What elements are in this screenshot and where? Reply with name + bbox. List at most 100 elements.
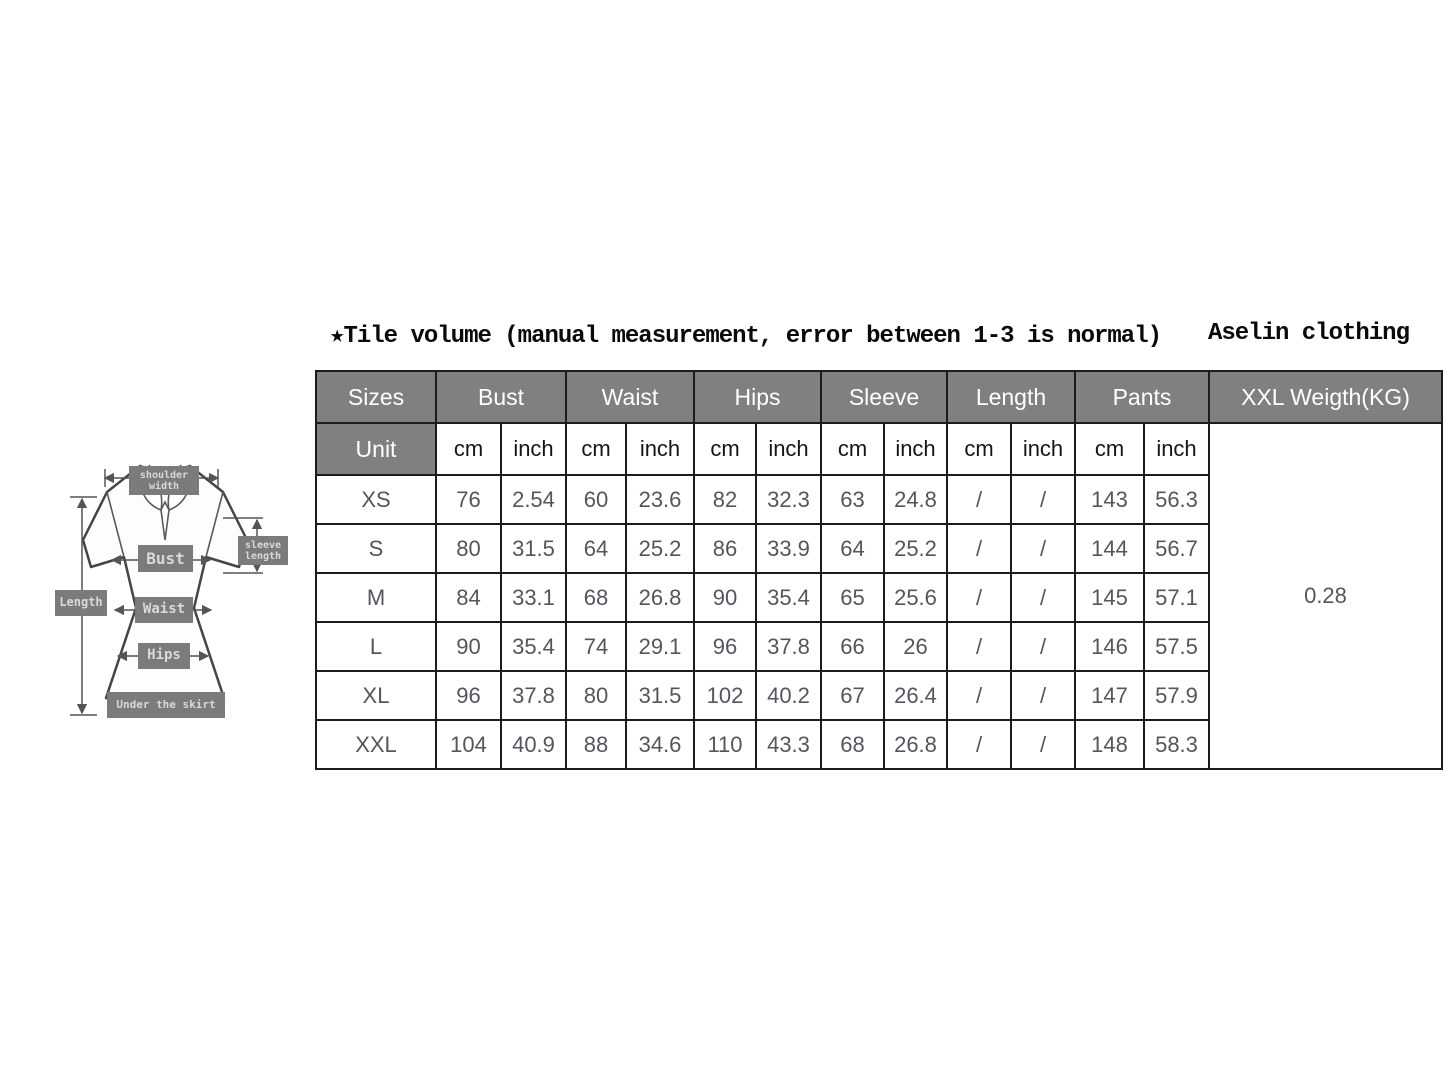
unit-cell: inch	[625, 422, 695, 476]
table-cell: 143	[1074, 474, 1145, 525]
table-cell: /	[1010, 572, 1076, 623]
table-cell: 147	[1074, 670, 1145, 721]
table-cell: 60	[565, 474, 627, 525]
unit-cell: inch	[500, 422, 567, 476]
table-cell: 80	[435, 523, 502, 574]
table-row-xl: XL 96 37.8 80 31.5 102 40.2 67 26.4 / / …	[315, 670, 1442, 721]
column-header-hips: Hips	[693, 370, 822, 424]
table-cell: 37.8	[755, 621, 822, 672]
table-cell: 64	[565, 523, 627, 574]
table-cell: 26.4	[883, 670, 948, 721]
column-header-waist: Waist	[565, 370, 695, 424]
unit-cell: inch	[1010, 422, 1076, 476]
table-cell: /	[1010, 523, 1076, 574]
table-cell: 74	[565, 621, 627, 672]
table-cell: 146	[1074, 621, 1145, 672]
table-row-m: M 84 33.1 68 26.8 90 35.4 65 25.6 / / 14…	[315, 572, 1442, 623]
xxl-weight-value: 0.28	[1208, 422, 1443, 770]
table-cell: /	[946, 572, 1012, 623]
size-label: S	[315, 523, 437, 574]
column-header-sizes: Sizes	[315, 370, 437, 424]
table-row-xxl: XXL 104 40.9 88 34.6 110 43.3 68 26.8 / …	[315, 719, 1442, 770]
under-the-skirt-label: Under the skirt	[107, 692, 225, 718]
table-cell: 68	[820, 719, 885, 770]
table-cell: 96	[693, 621, 757, 672]
unit-cell: inch	[755, 422, 822, 476]
table-cell: 40.9	[500, 719, 567, 770]
table-row-xs: XS 76 2.54 60 23.6 82 32.3 63 24.8 / / 1…	[315, 474, 1442, 525]
unit-cell: inch	[883, 422, 948, 476]
unit-cell: cm	[693, 422, 757, 476]
unit-cell: cm	[1074, 422, 1145, 476]
table-cell: 66	[820, 621, 885, 672]
table-cell: 57.1	[1143, 572, 1210, 623]
table-cell: /	[946, 621, 1012, 672]
column-header-pants: Pants	[1074, 370, 1210, 424]
column-header-bust: Bust	[435, 370, 567, 424]
table-cell: 23.6	[625, 474, 695, 525]
table-cell: 80	[565, 670, 627, 721]
table-cell: 144	[1074, 523, 1145, 574]
table-cell: 24.8	[883, 474, 948, 525]
table-cell: 86	[693, 523, 757, 574]
table-cell: 33.9	[755, 523, 822, 574]
bust-label: Bust	[138, 545, 193, 572]
table-cell: 35.4	[755, 572, 822, 623]
table-cell: 67	[820, 670, 885, 721]
table-cell: 37.8	[500, 670, 567, 721]
table-cell: 56.3	[1143, 474, 1210, 525]
table-cell: /	[946, 474, 1012, 525]
table-cell: 110	[693, 719, 757, 770]
size-chart-table: Sizes Bust Waist Hips Sleeve Length Pant…	[315, 370, 1443, 770]
table-cell: 84	[435, 572, 502, 623]
table-cell: 88	[565, 719, 627, 770]
table-cell: 104	[435, 719, 502, 770]
table-cell: 34.6	[625, 719, 695, 770]
column-header-length: Length	[946, 370, 1076, 424]
table-cell: /	[1010, 719, 1076, 770]
table-header-row: Sizes Bust Waist Hips Sleeve Length Pant…	[315, 370, 1443, 424]
unit-row: Unit cm inch cm inch cm inch cm inch cm …	[315, 422, 1443, 770]
table-row-s: S 80 31.5 64 25.2 86 33.9 64 25.2 / / 14…	[315, 523, 1442, 574]
table-cell: 64	[820, 523, 885, 574]
length-label: Length	[55, 590, 107, 616]
table-cell: 25.6	[883, 572, 948, 623]
table-cell: 90	[435, 621, 502, 672]
size-label: XXL	[315, 719, 437, 770]
brand-name: Aselin clothing	[1207, 320, 1410, 347]
sleeve-length-label: sleeve length	[238, 536, 288, 565]
table-cell: 35.4	[500, 621, 567, 672]
table-cell: /	[1010, 670, 1076, 721]
table-cell: 102	[693, 670, 757, 721]
table-cell: 65	[820, 572, 885, 623]
table-cell: 25.2	[883, 523, 948, 574]
table-cell: /	[1010, 474, 1076, 525]
shoulder-width-label: shoulder width	[129, 466, 199, 495]
measurement-diagram: shoulder width sleeve length Bust Waist …	[45, 450, 295, 745]
table-cell: 26.8	[883, 719, 948, 770]
table-cell: 82	[693, 474, 757, 525]
table-cell: 29.1	[625, 621, 695, 672]
table-cell: /	[1010, 621, 1076, 672]
table-cell: 90	[693, 572, 757, 623]
table-cell: 148	[1074, 719, 1145, 770]
unit-cell: cm	[946, 422, 1012, 476]
column-header-sleeve: Sleeve	[820, 370, 948, 424]
table-cell: 58.3	[1143, 719, 1210, 770]
hips-label: Hips	[138, 643, 190, 669]
table-cell: 31.5	[500, 523, 567, 574]
table-cell: 76	[435, 474, 502, 525]
waist-label: Waist	[135, 597, 193, 623]
table-cell: 43.3	[755, 719, 822, 770]
table-cell: 145	[1074, 572, 1145, 623]
table-cell: 2.54	[500, 474, 567, 525]
unit-cell: inch	[1143, 422, 1210, 476]
size-label: L	[315, 621, 437, 672]
unit-cell: cm	[820, 422, 885, 476]
unit-cell: cm	[565, 422, 627, 476]
table-cell: /	[946, 670, 1012, 721]
page-title: ★Tile volume (manual measurement, error …	[330, 323, 1162, 350]
table-cell: 33.1	[500, 572, 567, 623]
table-cell: /	[946, 719, 1012, 770]
